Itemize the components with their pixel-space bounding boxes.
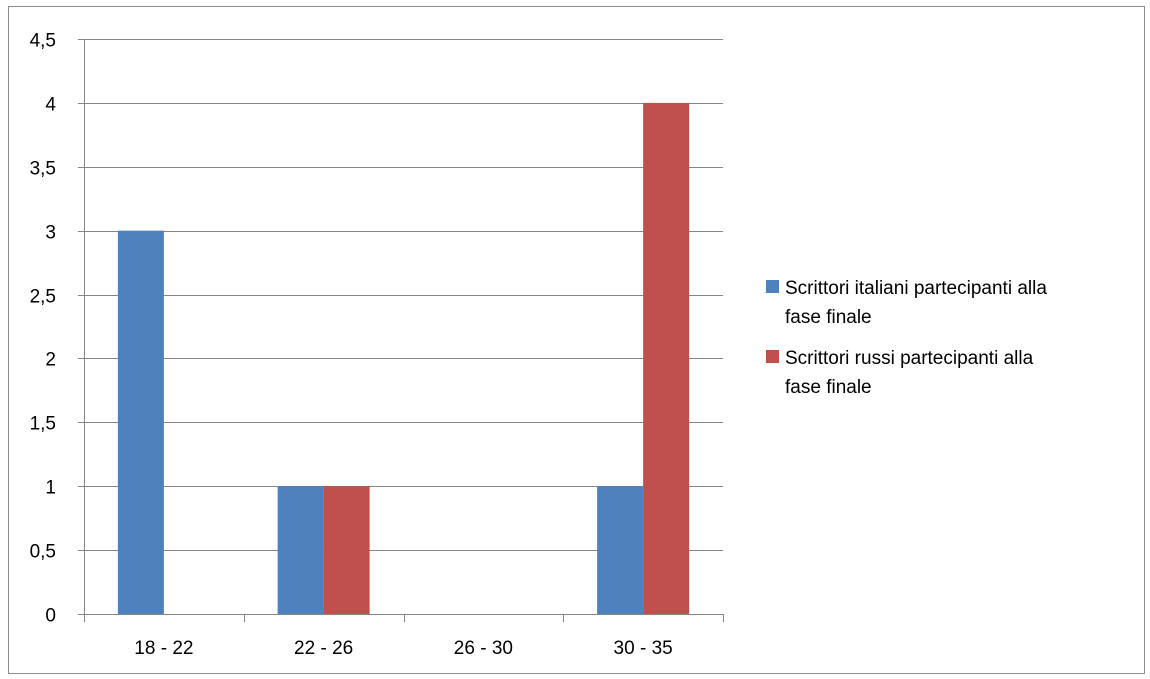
y-tick-label: 1 [45,478,56,499]
bar-italiani-0 [118,231,164,614]
bar-russi-3 [643,103,689,614]
y-tick-label: 1,5 [30,414,56,435]
bar-italiani-3 [597,486,643,614]
x-tick-label: 18 - 22 [134,638,193,659]
bar-russi-1 [324,486,370,614]
bar-italiani-1 [278,486,324,614]
legend-label: Scrittori russi partecipanti alla [785,348,1034,369]
y-tick-label: 2 [45,350,56,371]
y-tick-label: 3 [45,223,56,244]
y-tick-label: 2,5 [30,287,56,308]
legend-swatch-italiani [766,280,779,293]
y-tick-label: 4,5 [30,31,56,52]
legend-label: fase finale [785,307,872,328]
x-tick-label: 26 - 30 [454,638,513,659]
y-tick-label: 3,5 [30,159,56,180]
x-tick-label: 22 - 26 [294,638,353,659]
y-tick-label: 0 [45,606,56,627]
y-tick-label: 4 [45,95,56,116]
gridlines [78,40,723,551]
x-tick-label: 30 - 35 [614,638,673,659]
y-tick-label: 0,5 [30,542,56,563]
legend: Scrittori italiani partecipanti alla fase… [766,278,1047,398]
legend-label: fase finale [785,377,872,398]
legend-label: Scrittori italiani partecipanti alla [785,278,1047,299]
legend-swatch-russi [766,350,779,363]
